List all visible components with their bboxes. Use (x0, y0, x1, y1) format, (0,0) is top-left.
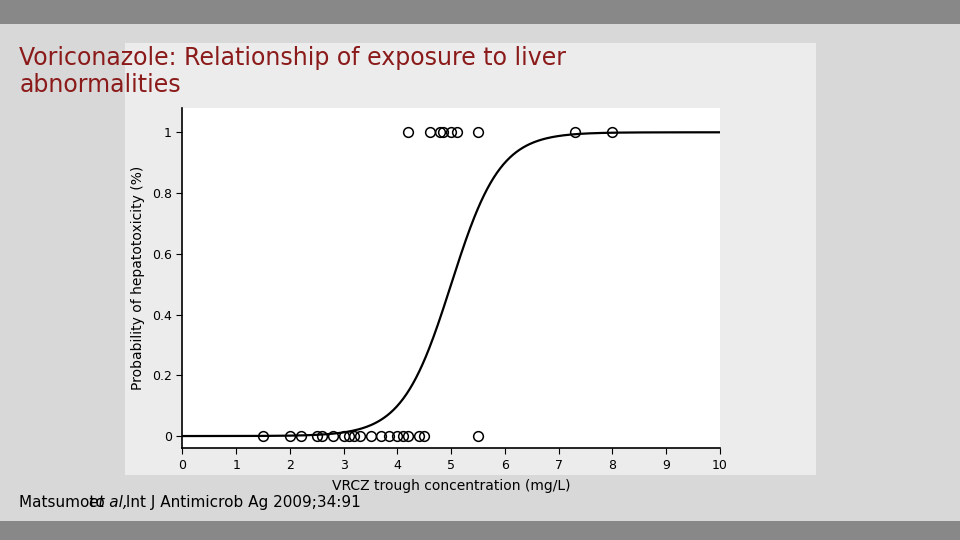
X-axis label: VRCZ trough concentration (mg/L): VRCZ trough concentration (mg/L) (332, 478, 570, 492)
Text: Voriconazole: Relationship of exposure to liver: Voriconazole: Relationship of exposure t… (19, 46, 566, 70)
Text: Matsumoto: Matsumoto (19, 495, 109, 510)
Y-axis label: Probability of hepatotoxicity (%): Probability of hepatotoxicity (%) (131, 166, 145, 390)
Text: Int J Antimicrob Ag 2009;34:91: Int J Antimicrob Ag 2009;34:91 (121, 495, 361, 510)
Text: abnormalities: abnormalities (19, 73, 180, 97)
Text: et al,: et al, (89, 495, 128, 510)
